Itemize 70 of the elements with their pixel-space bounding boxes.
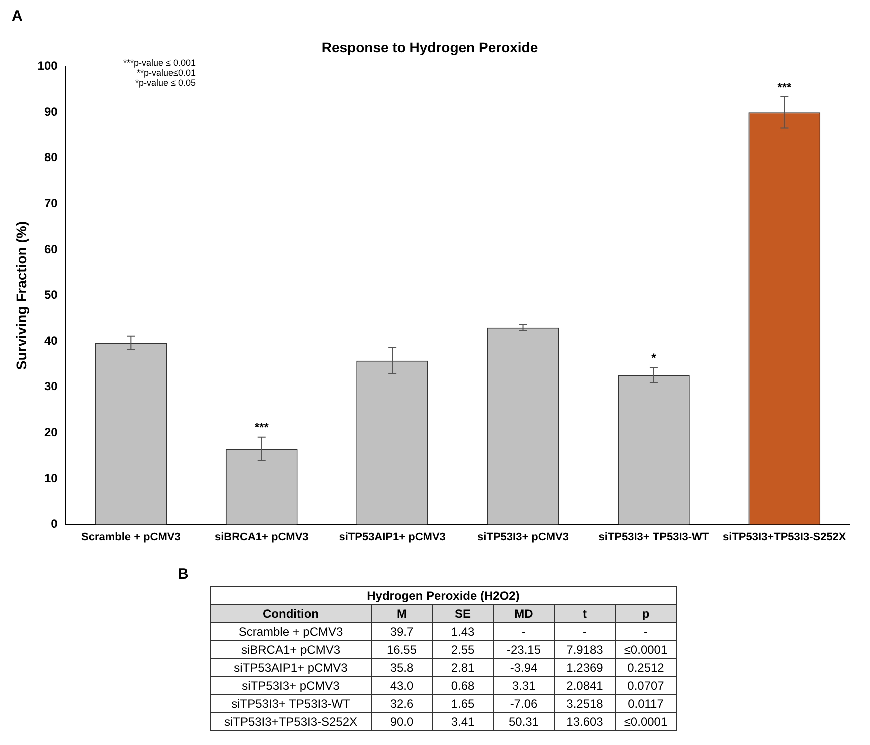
text: 13.603 [554, 712, 616, 730]
x-tick-label: siTP53I3+TP53I3-S252X [723, 531, 847, 544]
text: 1.43 [432, 622, 494, 640]
text: SE [432, 604, 494, 622]
text: 0.0707 [616, 676, 676, 694]
category-label: siTP53AIP1+ pCMV3 [234, 660, 348, 674]
y-tick-label: 80 [44, 150, 58, 165]
text: 1.2369 [554, 658, 616, 676]
text: MD [494, 604, 554, 622]
y-tick-label: 70 [44, 196, 58, 211]
annotation: *p-value ≤ 0.05 [134, 78, 196, 88]
x-tick-label: siTP53AIP1+ pCMV3 [339, 531, 446, 544]
annotation: *** [254, 420, 270, 435]
x-tick-label: siBRCA1+ pCMV3 [214, 531, 309, 544]
text: 2.55 [432, 640, 494, 658]
y-tick-label: 90 [44, 104, 58, 119]
text: 90.0 [372, 712, 432, 730]
y-tick-label: 0 [51, 517, 58, 532]
x-tick-label: Scramble + pCMV3 [82, 531, 181, 544]
annotation: ***p-value ≤ 0.001 [122, 58, 196, 68]
text: Hydrogen Peroxide (H2O2) [210, 586, 676, 604]
text: 7.9183 [554, 640, 616, 658]
text: B [178, 566, 189, 583]
annotation: **p-value≤0.01 [136, 68, 196, 78]
chart-title: Response to Hydrogen Peroxide [322, 39, 538, 56]
text: 43.0 [372, 676, 432, 694]
text: t [554, 604, 616, 622]
text: 3.31 [494, 676, 554, 694]
y-tick-label: 100 [38, 59, 58, 74]
text: 2.81 [432, 658, 494, 676]
y-tick-label: 10 [44, 471, 58, 486]
text: -23.15 [494, 640, 554, 658]
text: M [372, 604, 432, 622]
text: p [616, 604, 676, 622]
text: 50.31 [494, 712, 554, 730]
text: 0.2512 [616, 658, 676, 676]
text: ≤0.0001 [616, 640, 676, 658]
text: ≤0.0001 [616, 712, 676, 730]
x-tick-label: siTP53I3+ TP53I3-WT [598, 531, 710, 544]
category-label: siBRCA1+ pCMV3 [241, 642, 341, 656]
text: - [616, 622, 676, 640]
text: 3.2518 [554, 694, 616, 712]
text: 39.7 [372, 622, 432, 640]
text: 3.41 [432, 712, 494, 730]
text: -7.06 [494, 694, 554, 712]
x-tick-label: siTP53I3+ pCMV3 [478, 531, 569, 544]
text: A [12, 8, 23, 25]
text: 16.55 [372, 640, 432, 658]
text: - [554, 622, 616, 640]
y-tick-label: 20 [44, 426, 58, 440]
category-label: siTP53I3+TP53I3-S252X [224, 714, 358, 728]
y-tick-label: 40 [44, 334, 58, 348]
text: 0.68 [432, 676, 494, 694]
annotation: * [652, 351, 657, 366]
category-label: siTP53I3+ pCMV3 [242, 678, 340, 692]
category-label: Scramble + pCMV3 [238, 624, 344, 638]
y-tick-label: 50 [44, 288, 58, 302]
text: - [494, 622, 554, 640]
text: 1.65 [432, 694, 494, 712]
text: 32.6 [372, 694, 432, 712]
category-label: siTP53I3+ TP53I3-WT [232, 696, 350, 710]
annotation: *** [778, 80, 792, 94]
y-axis-title: Surviving Fraction (%) [13, 222, 30, 370]
text: 2.0841 [554, 676, 616, 694]
text: -3.94 [494, 658, 554, 676]
y-tick-label: 30 [44, 380, 58, 394]
text: Condition [210, 604, 372, 622]
text: 35.8 [372, 658, 432, 676]
text: 0.0117 [616, 694, 676, 712]
y-tick-label: 60 [44, 242, 58, 256]
